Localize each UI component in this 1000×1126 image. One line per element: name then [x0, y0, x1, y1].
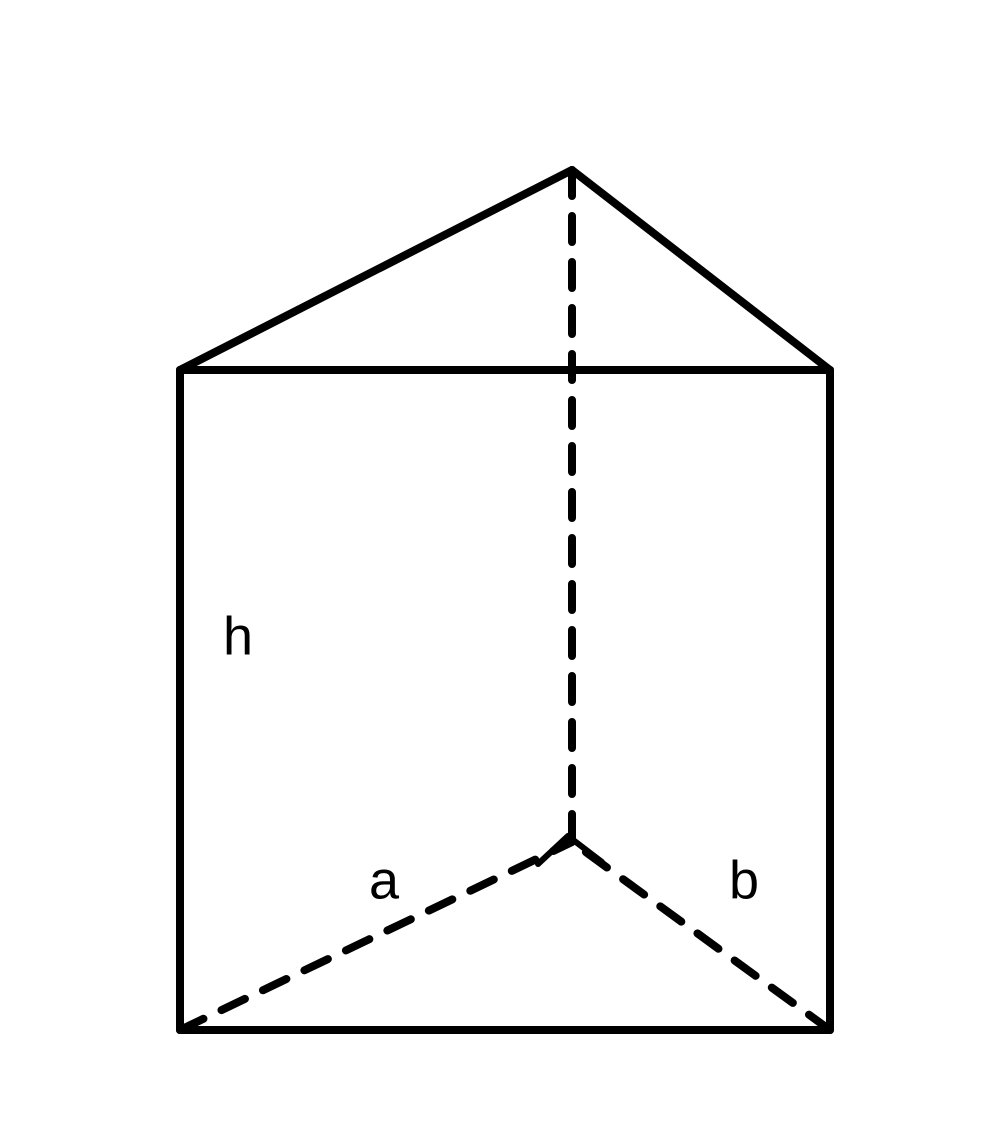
edge-roof-left — [180, 170, 572, 370]
label-a: a — [369, 850, 400, 910]
prism-diagram: h a b — [0, 0, 1000, 1126]
edge-roof-right — [572, 170, 830, 370]
edge-base-b — [572, 842, 830, 1030]
label-h: h — [223, 606, 253, 666]
label-b: b — [729, 850, 759, 910]
